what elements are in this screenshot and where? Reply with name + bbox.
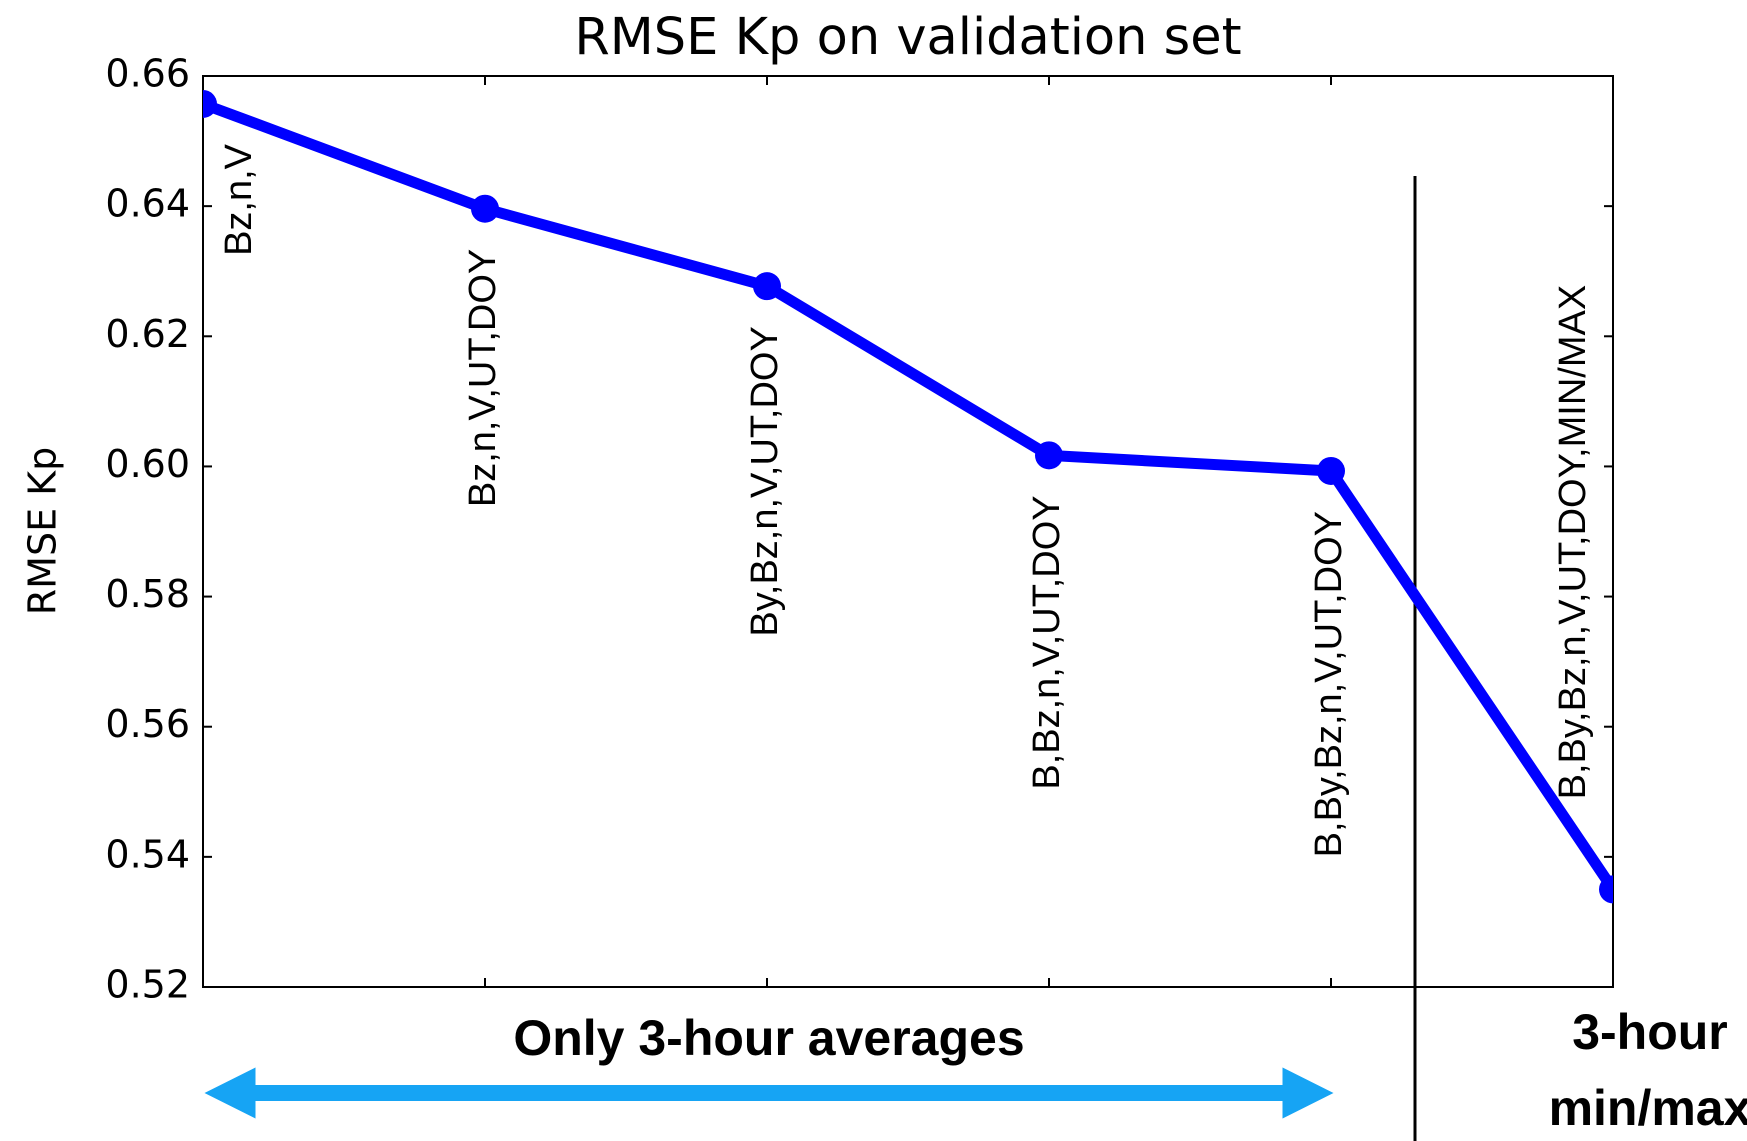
point-label: Bz,n,V,UT,DOY: [462, 249, 504, 507]
y-tick-label: 0.56: [105, 702, 190, 746]
point-label: B,By,Bz,n,V,UT,DOY,MIN/MAX: [1552, 285, 1594, 800]
y-tick-label: 0.58: [105, 572, 190, 616]
y-tick-label: 0.52: [105, 963, 190, 1007]
data-point: [753, 272, 781, 301]
data-point: [1035, 441, 1063, 470]
data-point: [1317, 456, 1345, 485]
chart-title: RMSE Kp on validation set: [574, 8, 1241, 67]
data-point: [471, 194, 499, 223]
y-tick-label: 0.66: [105, 52, 190, 96]
plot-area: [203, 89, 1613, 904]
point-label: Bz,n,V: [218, 143, 260, 256]
y-tick-label: 0.54: [105, 832, 190, 876]
annotation: 3-hour: [1572, 1004, 1728, 1060]
y-tick-label: 0.60: [105, 442, 190, 486]
plot-frame: [202, 75, 1614, 988]
y-tick-label: 0.64: [105, 182, 190, 226]
annotation: min/max: [1549, 1080, 1747, 1136]
point-label: By,Bz,n,V,UT,DOY: [744, 326, 786, 636]
annotation: Only 3-hour averages: [513, 1010, 1024, 1066]
y-tick-label: 0.62: [105, 312, 190, 356]
y-axis-label: RMSE Kp: [21, 447, 65, 615]
point-label: B,Bz,n,V,UT,DOY: [1026, 495, 1068, 789]
data-point: [1599, 875, 1613, 904]
data-line: [203, 98, 1613, 893]
data-point: [203, 89, 217, 118]
point-label: B,By,Bz,n,V,UT,DOY: [1308, 511, 1350, 857]
